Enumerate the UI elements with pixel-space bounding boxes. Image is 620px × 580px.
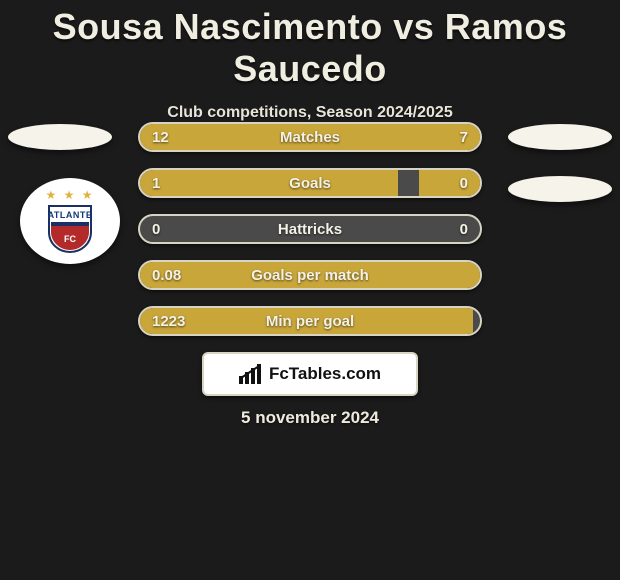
decor-ellipse-right-1 bbox=[508, 124, 612, 150]
date-text: 5 november 2024 bbox=[0, 408, 620, 428]
bar-chart-icon bbox=[239, 364, 263, 384]
fctables-link[interactable]: FcTables.com bbox=[202, 352, 418, 396]
page-title: Sousa Nascimento vs Ramos Saucedo bbox=[0, 0, 620, 90]
stat-row: 1223Min per goal bbox=[138, 306, 482, 336]
stats-container: 12Matches7 1Goals0 0Hattricks0 0.08Goals pe… bbox=[138, 122, 482, 352]
stat-label: Hattricks bbox=[140, 216, 480, 242]
stat-row: 12Matches7 bbox=[138, 122, 482, 152]
stat-fill-left bbox=[140, 124, 351, 150]
subtitle: Club competitions, Season 2024/2025 bbox=[0, 104, 620, 122]
stat-fill-right bbox=[419, 170, 480, 196]
stat-fill-left bbox=[140, 170, 398, 196]
stat-row: 0Hattricks0 bbox=[138, 214, 482, 244]
badge-fc: FC bbox=[47, 234, 93, 244]
stat-fill-left bbox=[140, 308, 473, 334]
stat-value-left: 0 bbox=[152, 216, 160, 242]
stat-fill-left bbox=[140, 262, 480, 288]
badge-stars-icon: ★ ★ ★ bbox=[46, 188, 95, 202]
decor-ellipse-right-2 bbox=[508, 176, 612, 202]
fctables-label: FcTables.com bbox=[269, 364, 381, 384]
club-badge: ★ ★ ★ ATLANTE FC bbox=[20, 178, 120, 264]
badge-shield-icon: ATLANTE FC bbox=[47, 204, 93, 254]
stat-fill-right bbox=[351, 124, 480, 150]
badge-name: ATLANTE bbox=[47, 210, 93, 220]
stat-row: 0.08Goals per match bbox=[138, 260, 482, 290]
decor-ellipse-left bbox=[8, 124, 112, 150]
stat-row: 1Goals0 bbox=[138, 168, 482, 198]
stat-value-right: 0 bbox=[460, 216, 468, 242]
